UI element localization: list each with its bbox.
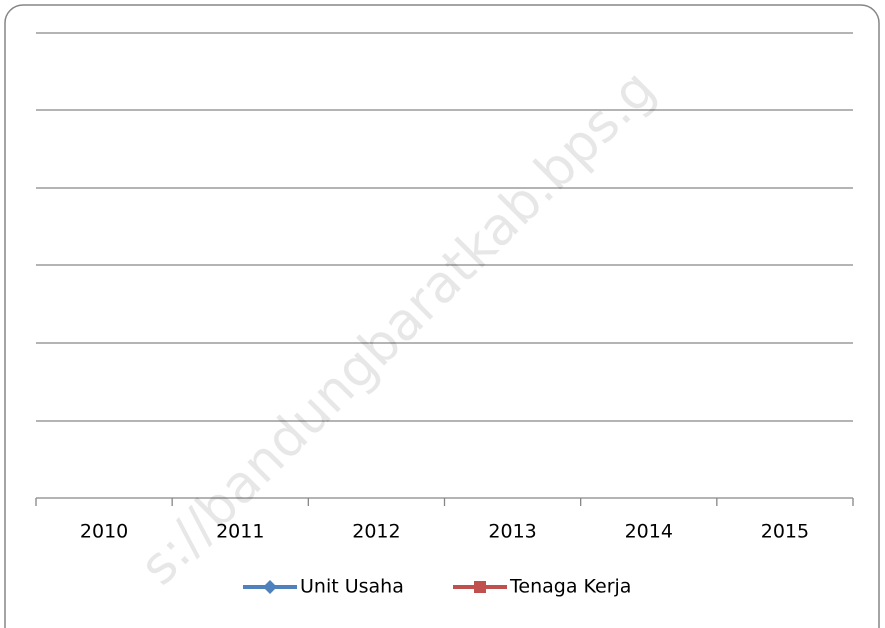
legend-marker bbox=[474, 581, 486, 593]
legend-label: Unit Usaha bbox=[300, 576, 404, 598]
x-tick-label: 2014 bbox=[625, 521, 673, 543]
x-tick-label: 2012 bbox=[352, 521, 400, 543]
legend-label: Tenaga Kerja bbox=[509, 576, 631, 598]
x-tick-label: 2013 bbox=[488, 521, 536, 543]
x-tick-label: 2015 bbox=[761, 521, 809, 543]
x-tick-label: 2010 bbox=[80, 521, 128, 543]
legend-marker bbox=[263, 580, 277, 594]
x-tick-label: 2011 bbox=[216, 521, 264, 543]
chart-border bbox=[4, 4, 880, 628]
